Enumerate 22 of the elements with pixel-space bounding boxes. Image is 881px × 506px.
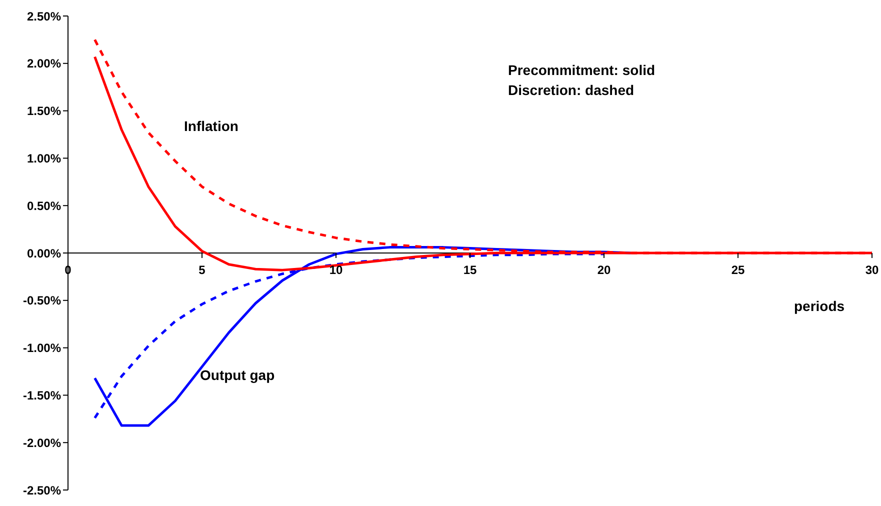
x-tick-label: 15 (463, 263, 477, 277)
x-tick-label: 20 (597, 263, 611, 277)
y-tick-label: -1.50% (22, 388, 62, 402)
annotation: Output gap (200, 367, 275, 383)
annotation: Precommitment: solid (508, 62, 656, 78)
x-tick-label: 5 (198, 263, 206, 277)
y-tick-label: -2.00% (22, 436, 62, 450)
x-tick-label: 30 (865, 263, 879, 277)
annotation: Discretion: dashed (508, 82, 634, 98)
y-tick-label: 0.50% (26, 198, 62, 213)
y-tick-label: 1.00% (26, 151, 62, 166)
x-axis-title: periods (794, 298, 845, 314)
y-tick-label: -1.00% (22, 341, 62, 356)
y-tick-label: 2.50% (26, 9, 62, 24)
annotation: Inflation (184, 118, 238, 134)
y-tick-label: -2.50% (22, 483, 62, 498)
x-tick-label: 25 (731, 263, 745, 277)
y-tick-label: 1.50% (26, 104, 62, 118)
x-tick-label: 10 (329, 263, 343, 277)
y-tick-label: 2.00% (26, 56, 62, 71)
y-tick-label: -0.50% (22, 294, 62, 308)
y-tick-label: 0.00% (26, 246, 62, 260)
